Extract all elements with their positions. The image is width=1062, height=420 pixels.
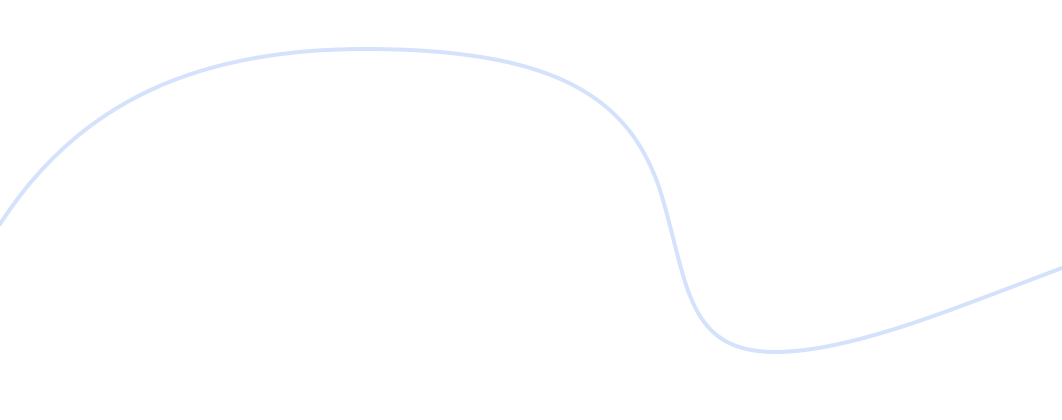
decorative-wave bbox=[0, 46, 1062, 355]
